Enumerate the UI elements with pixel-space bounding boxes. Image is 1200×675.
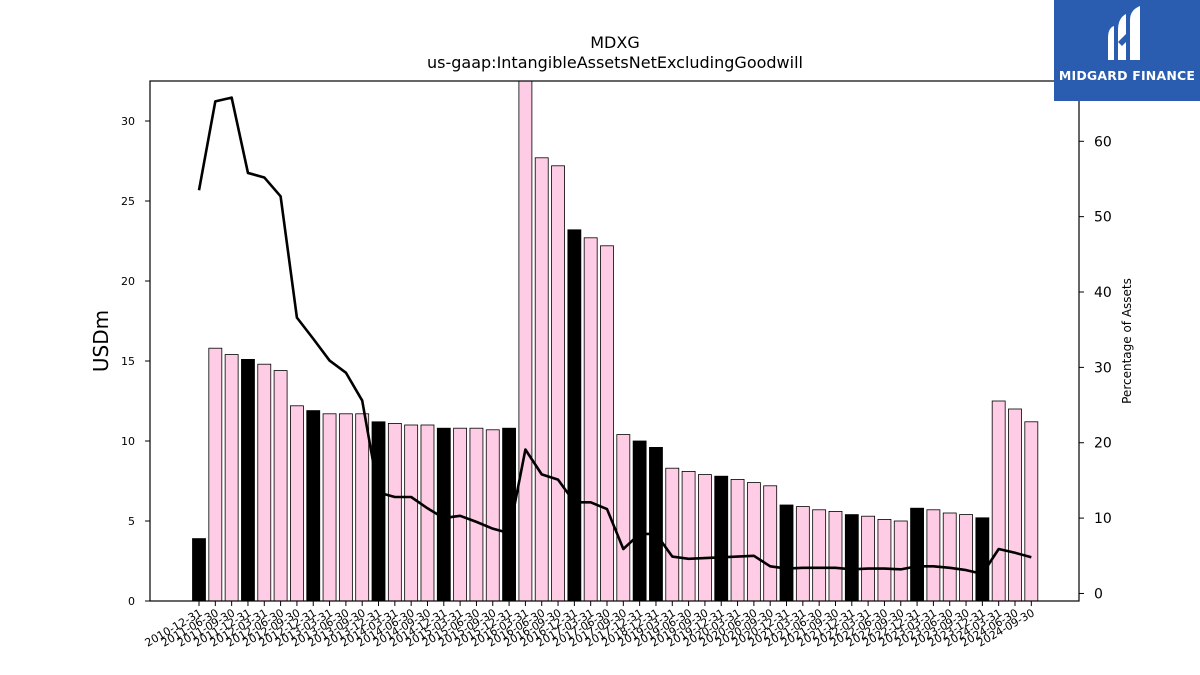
bar: [942, 512, 957, 602]
bar: [828, 510, 843, 602]
bar: [387, 422, 402, 602]
y-tick-label: 5: [128, 515, 135, 528]
y2-tick-label: 50: [1094, 210, 1112, 226]
bar: [910, 507, 924, 602]
brand-logo: MIDGARD FINANCE: [1054, 0, 1200, 101]
bar: [616, 434, 631, 602]
bar: [371, 421, 386, 602]
bar: [420, 424, 435, 602]
bar: [844, 514, 859, 602]
bar: [534, 157, 549, 602]
y-tick-label: 10: [121, 435, 135, 448]
y-tick-label: 30: [121, 115, 135, 128]
bar: [746, 482, 761, 602]
bar: [257, 363, 272, 602]
bar: [273, 370, 288, 602]
y2-tick-label: 40: [1094, 285, 1112, 301]
y2-tick-label: 10: [1094, 511, 1112, 527]
bar: [730, 478, 745, 602]
bar: [338, 413, 353, 602]
y2-axis-label: Percentage of Assets: [1120, 278, 1134, 404]
y-tick-label: 25: [121, 195, 135, 208]
bar: [518, 80, 533, 602]
right-axis: 0 10 20 30 40 50 60: [1079, 134, 1112, 602]
bar: [404, 424, 419, 602]
bar: [861, 515, 876, 602]
y2-tick-label: 0: [1094, 586, 1103, 602]
bar: [779, 504, 794, 602]
y2-tick-label: 20: [1094, 436, 1112, 452]
bar: [1024, 421, 1039, 602]
bar: [208, 347, 223, 602]
bar: [551, 165, 565, 602]
left-axis: 0 5 10 15 20 25 30: [121, 115, 150, 608]
bar: [355, 413, 370, 602]
bar: [795, 506, 810, 602]
bar: [714, 475, 729, 602]
bar: [322, 413, 337, 602]
bar: [192, 538, 206, 602]
bar: [991, 400, 1006, 602]
y-axis-label: USDm: [89, 310, 113, 372]
bar: [567, 229, 582, 602]
bar: [583, 237, 598, 602]
bar: [665, 467, 680, 602]
bar: [812, 509, 827, 602]
bar: [649, 446, 663, 602]
x-axis: 2010-12-312011-06-302011-09-302011-12-31…: [143, 601, 1037, 650]
chart-title: MDXG: [590, 33, 639, 52]
bar: [485, 429, 500, 602]
bar: [469, 427, 484, 602]
bar: [632, 440, 647, 602]
chart-subtitle: us-gaap:IntangibleAssetsNetExcludingGood…: [427, 53, 803, 72]
bar: [975, 517, 990, 602]
y2-tick-label: 60: [1094, 134, 1112, 150]
series-line: [197, 96, 1032, 576]
logo-mark-icon: [1108, 6, 1140, 60]
bar: [763, 485, 778, 602]
bar: [1008, 408, 1022, 602]
bar: [959, 514, 973, 602]
plot-frame: [149, 80, 1080, 602]
bar: [600, 245, 614, 602]
bar: [306, 410, 321, 602]
bar: [926, 509, 941, 602]
bars-layer: [192, 80, 1039, 602]
logo-text: MIDGARD FINANCE: [1058, 68, 1196, 83]
y-tick-label: 0: [128, 595, 135, 608]
y2-tick-label: 30: [1094, 360, 1112, 376]
bar: [681, 470, 696, 602]
y-tick-label: 20: [121, 275, 135, 288]
bar: [224, 354, 239, 602]
bar: [877, 519, 892, 602]
bar: [241, 358, 255, 602]
bar: [290, 405, 304, 602]
bar: [698, 474, 712, 602]
line-layer: [197, 96, 1032, 576]
bar: [893, 520, 908, 602]
y-tick-label: 15: [121, 355, 135, 368]
